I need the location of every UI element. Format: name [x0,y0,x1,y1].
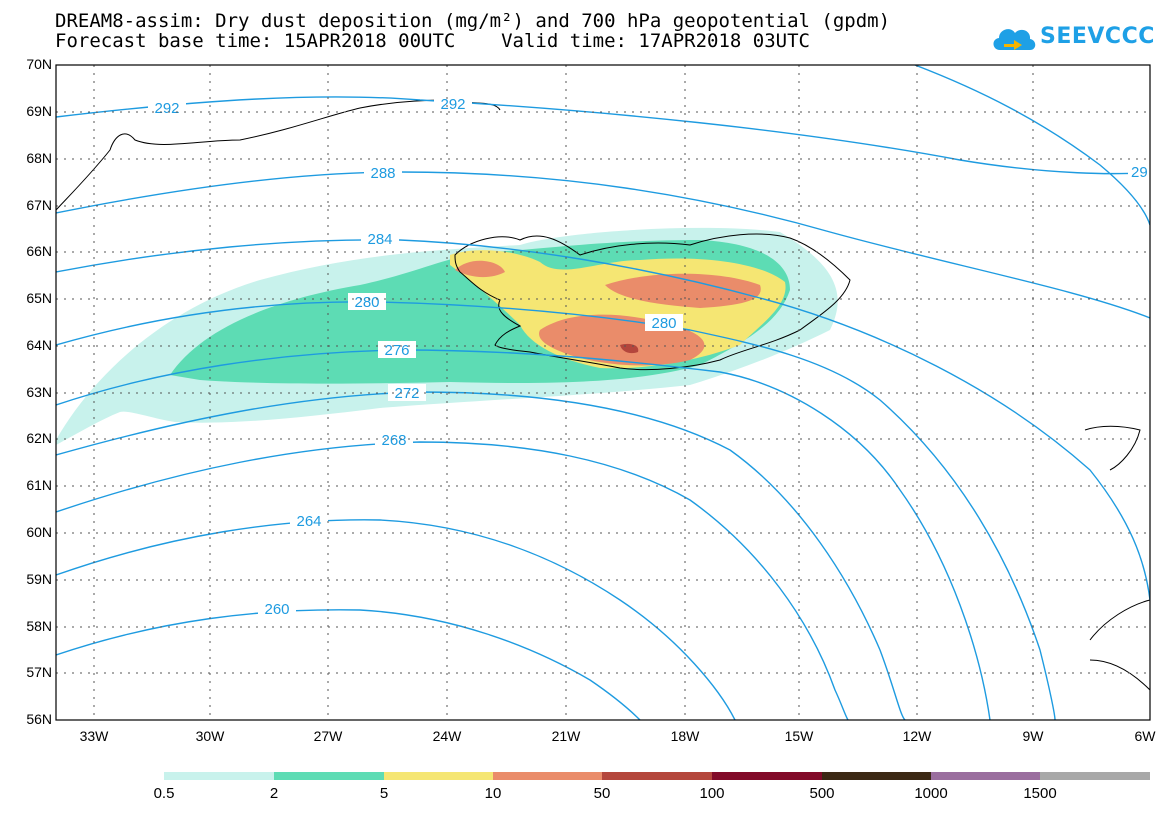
colorbar-swatch [602,772,712,780]
lon-label: 27W [313,728,343,744]
dust-band-10-50 [455,260,761,366]
lat-label: 60N [26,524,52,540]
lat-label: 70N [26,56,52,72]
geopotential-contours [56,65,1150,720]
lat-label: 68N [26,150,52,166]
contour-labels: 292 292 288 284 280 280 276 272 268 264 … [148,95,1150,618]
lon-label: 6W [1134,728,1156,744]
lon-label: 15W [784,728,814,744]
colorbar-label: 1500 [1023,785,1057,802]
lat-label: 56N [26,711,52,727]
colorbar-label: 50 [593,785,611,802]
lat-label: 69N [26,103,52,119]
contour-label: 280 [651,315,676,332]
lat-label: 65N [26,290,52,306]
lat-label: 58N [26,618,52,634]
colorbar-swatch [822,772,931,780]
seevccc-logo: SEEVCCC [990,20,1154,56]
lat-label: 59N [26,571,52,587]
lon-label: 24W [432,728,462,744]
lon-label: 18W [670,728,700,744]
colorbar-label: 0.5 [153,785,175,802]
colorbar-label: 2 [269,785,279,802]
contour-label: 29 [1131,164,1148,181]
map-subtitle-times: Forecast base time: 15APR2018 00UTC Vali… [55,30,810,52]
contour-label: 260 [264,601,289,618]
plot-frame [55,64,1151,721]
cloud-icon [993,29,1036,50]
contour-label: 264 [296,513,321,530]
lat-label: 67N [26,197,52,213]
colorbar-swatch [493,772,602,780]
contour-label: 284 [367,231,392,248]
colorbar-swatch [164,772,274,780]
lon-label: 12W [902,728,932,744]
lat-label: 64N [26,337,52,353]
lon-label: 9W [1022,728,1044,744]
lat-label: 63N [26,384,52,400]
colorbar-label: 500 [809,785,835,802]
contour-label: 292 [154,100,179,117]
lat-label: 62N [26,430,52,446]
colorbar-label: 100 [699,785,725,802]
contour-label: 268 [381,432,406,449]
colorbar-label: 5 [379,785,389,802]
lon-label: 30W [195,728,225,744]
contour-label: 272 [394,385,419,402]
lat-label: 57N [26,664,52,680]
contour-label: 288 [370,165,395,182]
colorbar-swatch [931,772,1040,780]
colorbar-swatch [1040,772,1150,780]
contour-label: 280 [354,294,379,311]
colorbar-swatch [274,772,384,780]
colorbar-label: 1000 [914,785,948,802]
contour-label: 292 [440,96,465,113]
contour-label: 276 [384,342,409,359]
lon-label: 33W [79,728,109,744]
lat-label: 66N [26,243,52,259]
map-title: DREAM8-assim: Dry dust deposition (mg/m²… [55,10,891,32]
colorbar-swatch [712,772,822,780]
logo-text: SEEVCCC [1040,24,1155,49]
lat-label: 61N [26,477,52,493]
graticule [56,65,1150,720]
colorbar-label: 10 [484,785,502,802]
lon-label: 21W [551,728,581,744]
colorbar-swatch [384,772,493,780]
